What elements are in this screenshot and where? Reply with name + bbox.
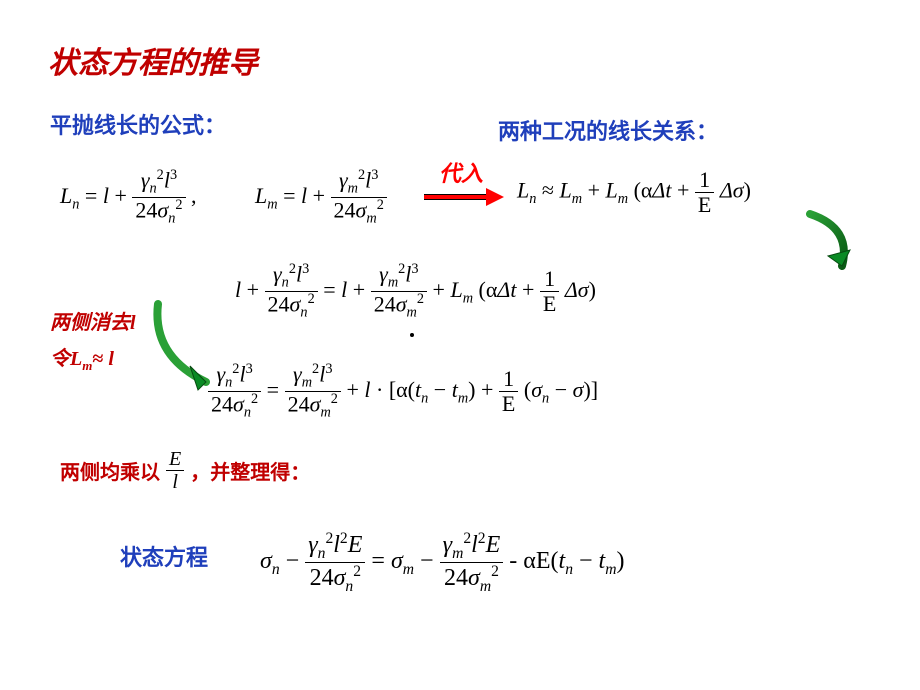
arrow-sub bbox=[424, 188, 504, 206]
eq-Lm: Lm = l + γm2l3 24σm2 bbox=[255, 168, 387, 228]
arrow-curve-right bbox=[790, 208, 870, 288]
label-state: 状态方程 bbox=[120, 540, 208, 572]
eq-state: σn − γn2l2E 24σn2 = σm − γm2l2E 24σm2 - … bbox=[260, 530, 624, 595]
label-sub: 代入 bbox=[439, 156, 483, 188]
eq-row3: γn2l3 24σn2 = γm2l3 24σm2 + l · [α(tn − … bbox=[208, 362, 598, 422]
eq-Ln: Ln = l + γn2l3 24σn2 , bbox=[60, 168, 197, 228]
label-let: 令Lm≈ l bbox=[50, 342, 114, 374]
page-title: 状态方程的推导 bbox=[48, 38, 258, 82]
label-multiply: 两侧均乘以 E l ，并整理得： bbox=[60, 448, 310, 493]
label-relation: 两种工况的线长关系： bbox=[498, 114, 718, 146]
eq-row2: l + γn2l3 24σn2 = l + γm2l3 24σm2 + Lm (… bbox=[235, 262, 596, 322]
center-dot bbox=[410, 333, 414, 337]
label-parabola: 平抛线长的公式： bbox=[50, 108, 226, 140]
label-eliminate: 两侧消去l bbox=[50, 306, 136, 335]
eq-relation: Ln ≈ Lm + Lm (αΔt + 1 E Δσ) bbox=[517, 168, 751, 217]
